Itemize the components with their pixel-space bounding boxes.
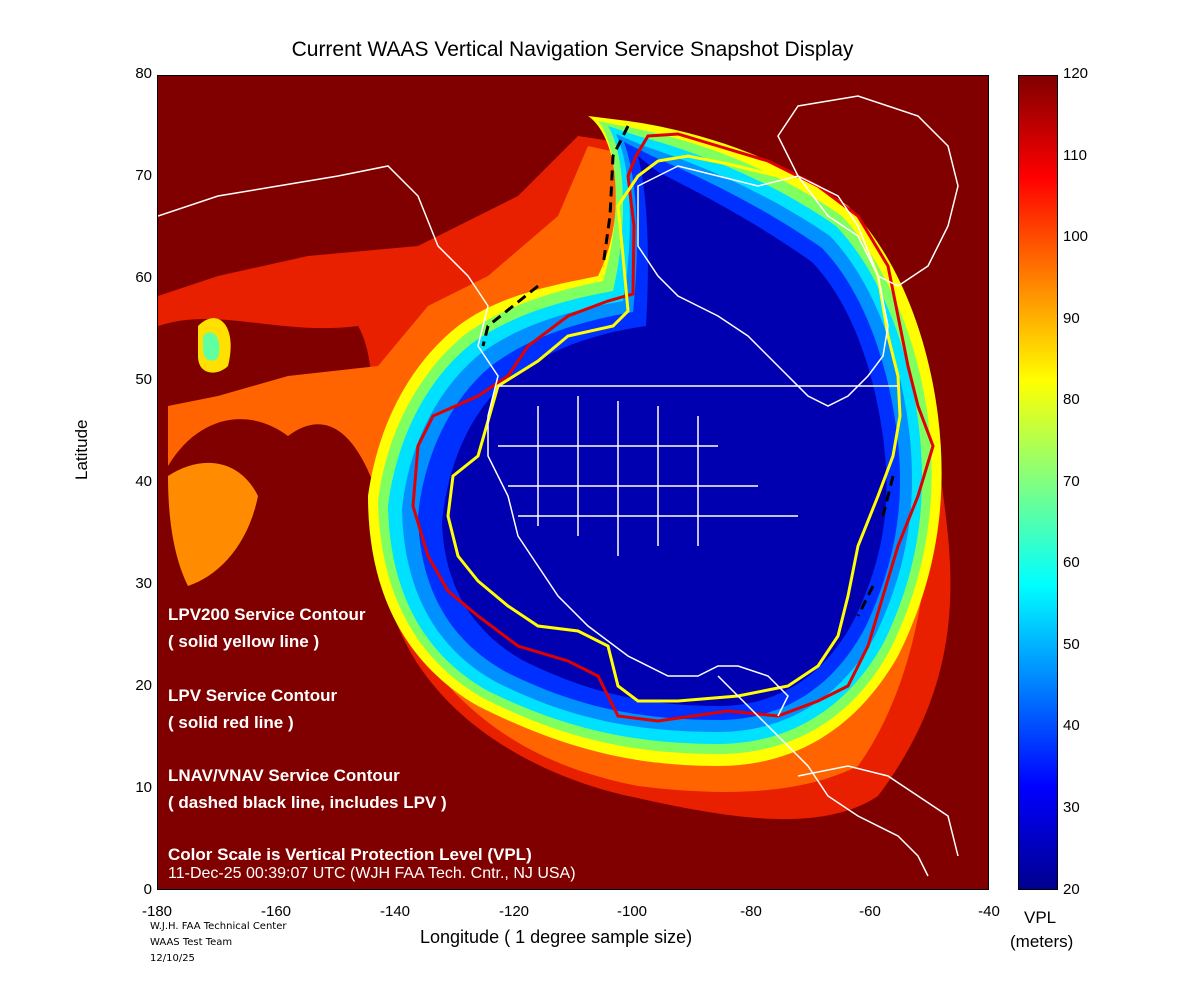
colorbar-tick: 60 [1063,554,1080,571]
y-tick: 40 [135,473,152,490]
y-tick: 20 [135,677,152,694]
legend-lpv-title: LPV Service Contour [168,686,338,705]
legend-lnav-desc: ( dashed black line, includes LPV ) [168,793,447,812]
colorbar-tick: 50 [1063,636,1080,653]
colorbar-tick: 30 [1063,799,1080,816]
vpl-band-orange-west [168,462,258,586]
legend-lpv-desc: ( solid red line ) [168,713,294,732]
y-tick: 80 [135,65,152,82]
vpl-colorbar [1018,75,1058,890]
credit-line: WAAS Test Team [150,937,233,948]
vpl-band-cyan-alaska [203,332,220,361]
legend-lpv200-title: LPV200 Service Contour [168,605,366,624]
y-tick: 0 [143,881,152,898]
lnav-vnav-contour [481,125,895,617]
colorbar-tick: 90 [1063,310,1080,327]
y-tick: 50 [135,371,152,388]
y-tick: 70 [135,167,152,184]
credit-line: 12/10/25 [150,953,195,964]
timestamp: 11-Dec-25 00:39:07 UTC (WJH FAA Tech. Cn… [168,865,576,882]
legend-scale-note: Color Scale is Vertical Protection Level… [168,845,532,864]
x-tick: -80 [740,903,762,920]
colorbar-units: (meters) [1010,932,1074,951]
x-tick: -180 [141,903,173,920]
colorbar-tick: 20 [1063,881,1080,898]
x-tick: -140 [379,903,411,920]
colorbar-tick: 110 [1063,147,1087,164]
legend-lnav-title: LNAV/VNAV Service Contour [168,766,400,785]
vpl-map [157,75,989,890]
credit-line: W.J.H. FAA Technical Center [150,921,287,932]
chart-title: Current WAAS Vertical Navigation Service… [291,38,854,61]
x-tick: -40 [978,903,1000,920]
y-tick: 30 [135,575,152,592]
x-tick: -160 [260,903,292,920]
coastlines [158,95,959,877]
vpl-band-navy [442,156,887,706]
x-tick: -100 [616,903,648,920]
colorbar-tick: 40 [1063,717,1080,734]
colorbar-tick: 120 [1063,65,1089,82]
colorbar-tick: 80 [1063,391,1080,408]
x-tick: -120 [498,903,530,920]
y-axis-label: Latitude [72,419,91,481]
colorbar-tick: 100 [1063,228,1089,245]
colorbar-label: VPL [1024,908,1057,927]
colorbar-tick: 70 [1063,473,1080,490]
vpl-map-svg [158,76,988,889]
legend-lpv200-desc: ( solid yellow line ) [168,632,320,651]
lpv-contour [411,132,935,723]
x-tick: -60 [859,903,881,920]
y-tick: 60 [135,269,152,286]
x-axis-label: Longitude ( 1 degree sample size) [420,927,693,947]
y-tick: 10 [135,779,152,796]
